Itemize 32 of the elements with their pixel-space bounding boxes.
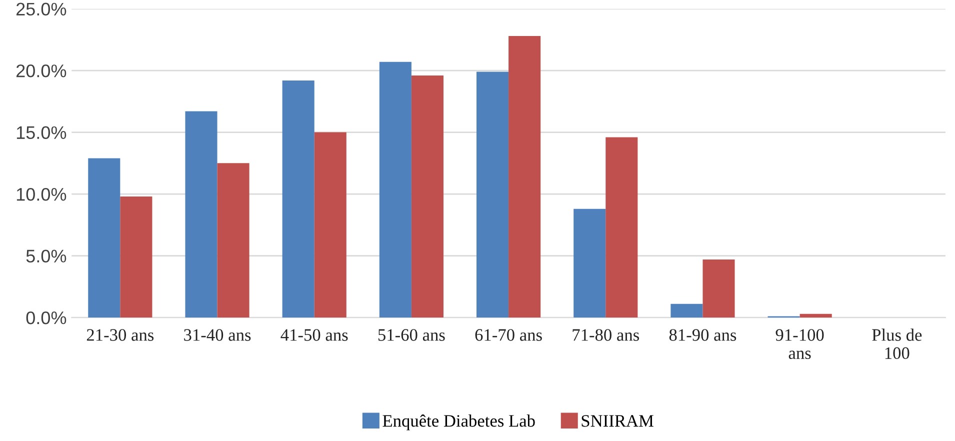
bar bbox=[476, 72, 509, 318]
y-tick-label: 10.0% bbox=[16, 188, 66, 201]
y-tick-label: 5.0% bbox=[26, 250, 66, 262]
bar bbox=[185, 111, 218, 318]
y-tick-label: 20.0% bbox=[16, 64, 66, 78]
x-tick-label: 31-40 ans bbox=[184, 329, 251, 341]
x-tick-label: 81-90 ans bbox=[669, 329, 736, 341]
bar bbox=[800, 314, 832, 318]
y-tick-label: 15.0% bbox=[16, 126, 66, 140]
legend-label: SNIIRAM bbox=[582, 415, 654, 427]
bar bbox=[379, 62, 412, 318]
x-tick-label: Plus de 100 bbox=[872, 328, 922, 360]
x-tick-label: 61-70 ans bbox=[475, 329, 542, 341]
y-tick-label: 25.0% bbox=[16, 2, 66, 16]
bar bbox=[217, 163, 250, 318]
bar bbox=[314, 132, 346, 318]
bar bbox=[88, 158, 120, 318]
bar bbox=[120, 196, 152, 318]
bar bbox=[606, 137, 638, 318]
x-tick-label: 41-50 ans bbox=[280, 329, 348, 341]
x-tick-label: 91-100 ans bbox=[776, 329, 824, 360]
y-tick-label: 0.0% bbox=[26, 311, 66, 324]
legend-label: Enquête Diabetes Lab bbox=[382, 414, 535, 430]
x-tick-label: 71-80 ans bbox=[572, 329, 639, 341]
bar bbox=[702, 259, 735, 318]
bar bbox=[411, 76, 444, 318]
bar bbox=[282, 80, 314, 318]
x-tick-label: 51-60 ans bbox=[378, 329, 445, 341]
x-tick-label: 21-30 ans bbox=[86, 329, 154, 341]
bar bbox=[670, 304, 703, 318]
bar bbox=[508, 36, 541, 318]
bar bbox=[574, 208, 606, 318]
